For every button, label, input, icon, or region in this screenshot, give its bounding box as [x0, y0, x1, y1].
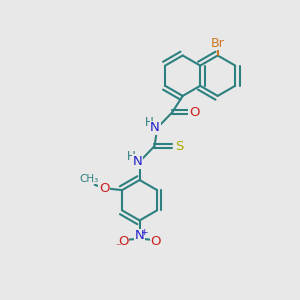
- Text: Br: Br: [211, 37, 225, 50]
- Text: S: S: [175, 140, 183, 153]
- Text: N: N: [135, 230, 145, 242]
- Text: N: N: [150, 121, 160, 134]
- Text: O: O: [118, 235, 128, 248]
- Text: O: O: [151, 235, 161, 248]
- Text: +: +: [140, 228, 148, 237]
- Text: H: H: [127, 150, 136, 163]
- Text: N: N: [132, 155, 142, 168]
- Text: O: O: [189, 106, 200, 119]
- Text: ⁻: ⁻: [116, 242, 121, 252]
- Text: CH₃: CH₃: [79, 174, 98, 184]
- Text: O: O: [99, 182, 110, 194]
- Text: H: H: [145, 116, 154, 129]
